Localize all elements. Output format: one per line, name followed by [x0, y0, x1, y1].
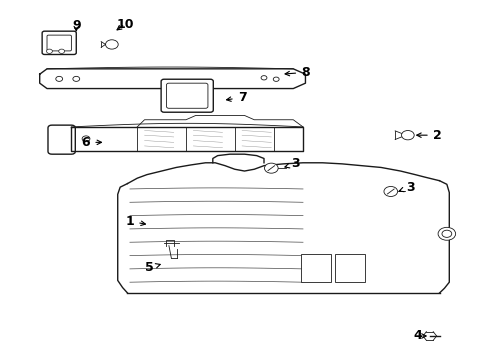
Text: 3: 3	[399, 181, 414, 194]
Text: 1: 1	[125, 215, 145, 228]
FancyBboxPatch shape	[47, 35, 71, 51]
Circle shape	[401, 131, 413, 140]
FancyBboxPatch shape	[48, 125, 75, 154]
Circle shape	[46, 49, 52, 53]
Text: 3: 3	[285, 157, 300, 170]
Text: 6: 6	[81, 136, 102, 149]
Circle shape	[59, 49, 64, 53]
Polygon shape	[71, 127, 303, 150]
Circle shape	[441, 230, 451, 237]
Circle shape	[261, 76, 266, 80]
Circle shape	[105, 40, 118, 49]
Text: 5: 5	[145, 261, 160, 274]
Text: 2: 2	[416, 129, 441, 142]
Circle shape	[264, 163, 278, 173]
Circle shape	[73, 76, 80, 81]
Text: 7: 7	[226, 91, 246, 104]
FancyBboxPatch shape	[300, 253, 330, 282]
Text: 9: 9	[72, 19, 81, 32]
Circle shape	[82, 136, 90, 141]
Text: 4: 4	[412, 329, 425, 342]
Text: 10: 10	[116, 18, 134, 31]
Circle shape	[56, 76, 62, 81]
FancyBboxPatch shape	[161, 79, 213, 112]
Circle shape	[383, 186, 397, 197]
FancyBboxPatch shape	[42, 31, 76, 54]
Circle shape	[437, 227, 455, 240]
Polygon shape	[127, 163, 439, 293]
Text: 8: 8	[285, 66, 309, 79]
FancyBboxPatch shape	[166, 83, 207, 108]
FancyBboxPatch shape	[334, 253, 364, 282]
Polygon shape	[40, 69, 305, 89]
Circle shape	[273, 77, 279, 81]
